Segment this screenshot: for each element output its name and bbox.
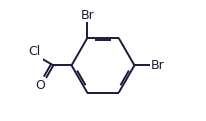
Text: Cl: Cl (28, 45, 41, 58)
Text: Br: Br (80, 9, 94, 22)
Text: O: O (35, 79, 45, 91)
Text: Br: Br (151, 59, 165, 72)
